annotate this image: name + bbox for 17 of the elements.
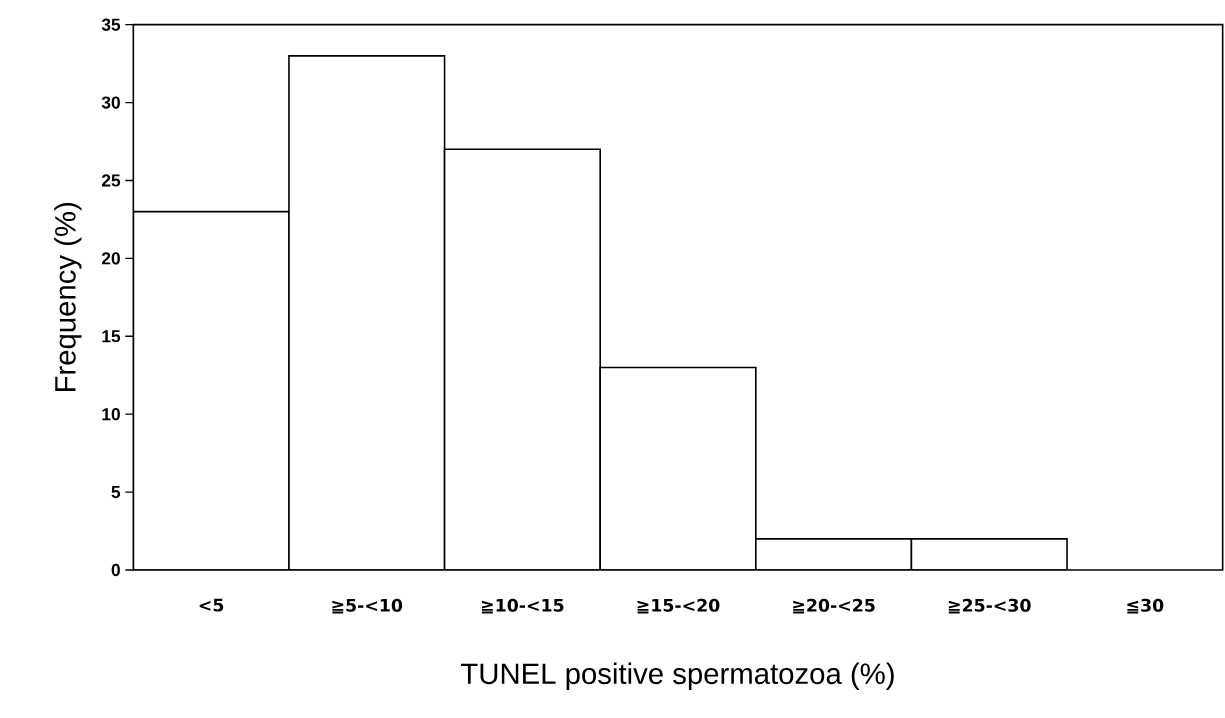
y-tick-label: 5	[111, 486, 121, 499]
x-axis-title: TUNEL positive spermatozoa (%)	[461, 662, 894, 690]
x-tick-label: ≧10-<15	[481, 598, 564, 614]
x-tick-label: <5	[199, 598, 224, 612]
x-tick-label: ≧20-<25	[793, 598, 875, 614]
y-axis-title: Frequency (%)	[54, 203, 82, 392]
x-tick-label: ≦30	[1127, 598, 1164, 614]
y-tick-label: 25	[101, 174, 121, 187]
y-tick-label: 30	[101, 96, 120, 109]
y-tick-label: 35	[101, 18, 121, 31]
y-tick-label: 10	[102, 408, 120, 421]
x-tick-label: ≧5-<10	[332, 598, 403, 614]
x-tick-label: ≧15-<20	[637, 598, 720, 614]
y-tick-label: 15	[102, 330, 121, 343]
y-tick-label: 0	[111, 563, 120, 577]
y-tick-label: 20	[101, 252, 120, 265]
x-tick-label: ≧25-<30	[948, 598, 1031, 614]
